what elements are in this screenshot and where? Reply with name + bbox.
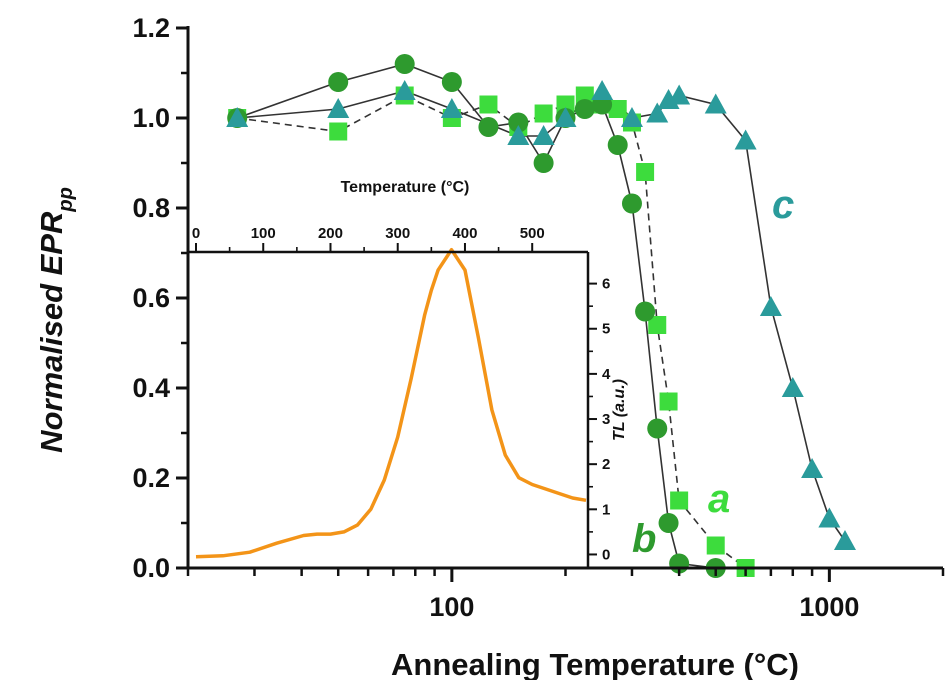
series-c-point (833, 530, 856, 550)
series-c-point (554, 107, 577, 127)
main-y-tick-label: 0.0 (132, 553, 170, 583)
inset-x-tick-label: 500 (520, 225, 545, 242)
inset-y-tick-label: 3 (602, 411, 610, 428)
inset-y-tick-label: 6 (602, 276, 610, 293)
main-x-tick-label: 100 (429, 592, 474, 622)
series-a-point (636, 163, 655, 181)
inset-background (188, 252, 588, 568)
series-b-point (394, 54, 415, 74)
inset-tl-curve (195, 247, 587, 559)
series-b-point (508, 112, 529, 133)
inset-curve-layer (195, 247, 587, 559)
series-a-point (556, 95, 575, 114)
series-b-point (441, 72, 462, 92)
series-a-point (648, 316, 667, 334)
main-y-tick-label: 0.2 (132, 463, 170, 493)
series-b-point (478, 117, 499, 137)
main-y-axis-title-main: Normalised EPR (34, 211, 69, 453)
series-c-point (646, 102, 669, 123)
inset-y-tick-label: 1 (602, 501, 610, 518)
inset-x-axis-title: Temperature (°C) (341, 179, 470, 196)
series-a-point (706, 536, 725, 555)
inset-x-tick-label: 300 (385, 225, 410, 242)
series-c-point (781, 377, 804, 397)
inset-y-tick-label: 2 (602, 456, 610, 473)
series-c-point (440, 98, 463, 118)
inset-axes: 0 100 200 300 400 500 0 1 2 3 4 5 6 (188, 225, 611, 568)
series-c-point (734, 129, 757, 150)
series-b-point (574, 99, 595, 119)
main-x-tick-label: 1000 (799, 592, 859, 622)
series-c-point (591, 80, 614, 100)
inset-x-tick-label: 200 (318, 225, 343, 242)
series-c-point (507, 125, 530, 145)
inset-x-tick-label: 400 (452, 225, 477, 242)
series-b-point (328, 72, 349, 92)
series-a-point (575, 86, 594, 105)
main-y-tick-label: 1.0 (132, 103, 170, 133)
series-c-point (393, 80, 416, 100)
series-a-point (534, 104, 553, 123)
main-y-tick-label: 0.6 (132, 283, 170, 313)
series-c-point (668, 84, 691, 105)
main-y-axis-title: Normalised EPRpp (34, 187, 77, 453)
series-b-point (533, 153, 554, 173)
inset-y-axis-title: TL (a.u.) (611, 379, 628, 441)
series-b-point (607, 135, 628, 155)
inset-chart: 0 100 200 300 400 500 0 1 2 3 4 5 6 Temperature (°C)… (188, 179, 628, 568)
main-x-axis-title: Annealing Temperature (°C) (391, 647, 799, 680)
series-b-point (658, 513, 679, 533)
inset-y-tick-label: 4 (602, 366, 611, 383)
series-a-point (670, 491, 689, 510)
series-c-point (818, 507, 841, 528)
inset-y-tick-label: 0 (602, 546, 610, 563)
series-c-point (226, 107, 249, 127)
inset-x-tick-label: 100 (251, 225, 276, 242)
series-c-point (532, 125, 555, 145)
series-a-point (608, 100, 627, 118)
series-a-point (479, 95, 498, 114)
series-b-point (647, 418, 668, 439)
inset-x-tick-label: 0 (192, 225, 200, 242)
series-label-b: b (632, 517, 656, 561)
series-b-point (635, 301, 656, 322)
main-series-markers (226, 54, 856, 578)
series-c-point (620, 107, 643, 127)
series-c-point (801, 458, 824, 478)
series-c-point (327, 98, 350, 118)
series-a-point (329, 122, 348, 141)
series-c-point (759, 296, 782, 316)
series-label-c: c (772, 183, 794, 227)
inset-y-tick-label: 5 (602, 321, 610, 338)
series-b-point (621, 193, 642, 214)
main-y-axis-title-subscript: pp (55, 187, 77, 212)
main-y-tick-label: 1.2 (132, 13, 170, 43)
svg-text:Normalised EPRpp: Normalised EPRpp (34, 187, 77, 453)
series-label-a: a (708, 477, 730, 521)
series-c-point (704, 93, 727, 114)
main-y-tick-label: 0.4 (132, 373, 170, 403)
series-a-point (659, 392, 678, 411)
main-y-tick-label: 0.8 (132, 193, 170, 223)
